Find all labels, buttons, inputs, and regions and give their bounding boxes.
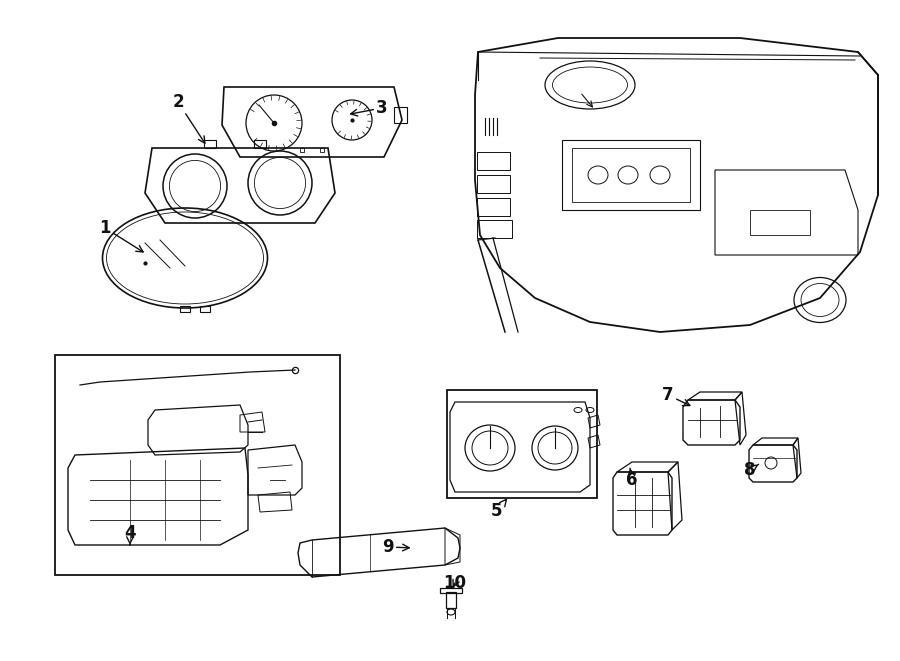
Text: 3: 3 [351,99,388,117]
Bar [55,355,340,575]
Text: 9: 9 [382,538,410,556]
Text: 10: 10 [444,574,466,592]
Text: 7: 7 [662,386,689,406]
Text: 4: 4 [124,524,136,545]
Text: 8: 8 [744,461,759,479]
Text: 6: 6 [626,468,638,489]
Text: 1: 1 [99,219,143,252]
Text: 5: 5 [491,500,507,520]
Text: 2: 2 [172,93,205,143]
Bar [447,390,597,498]
